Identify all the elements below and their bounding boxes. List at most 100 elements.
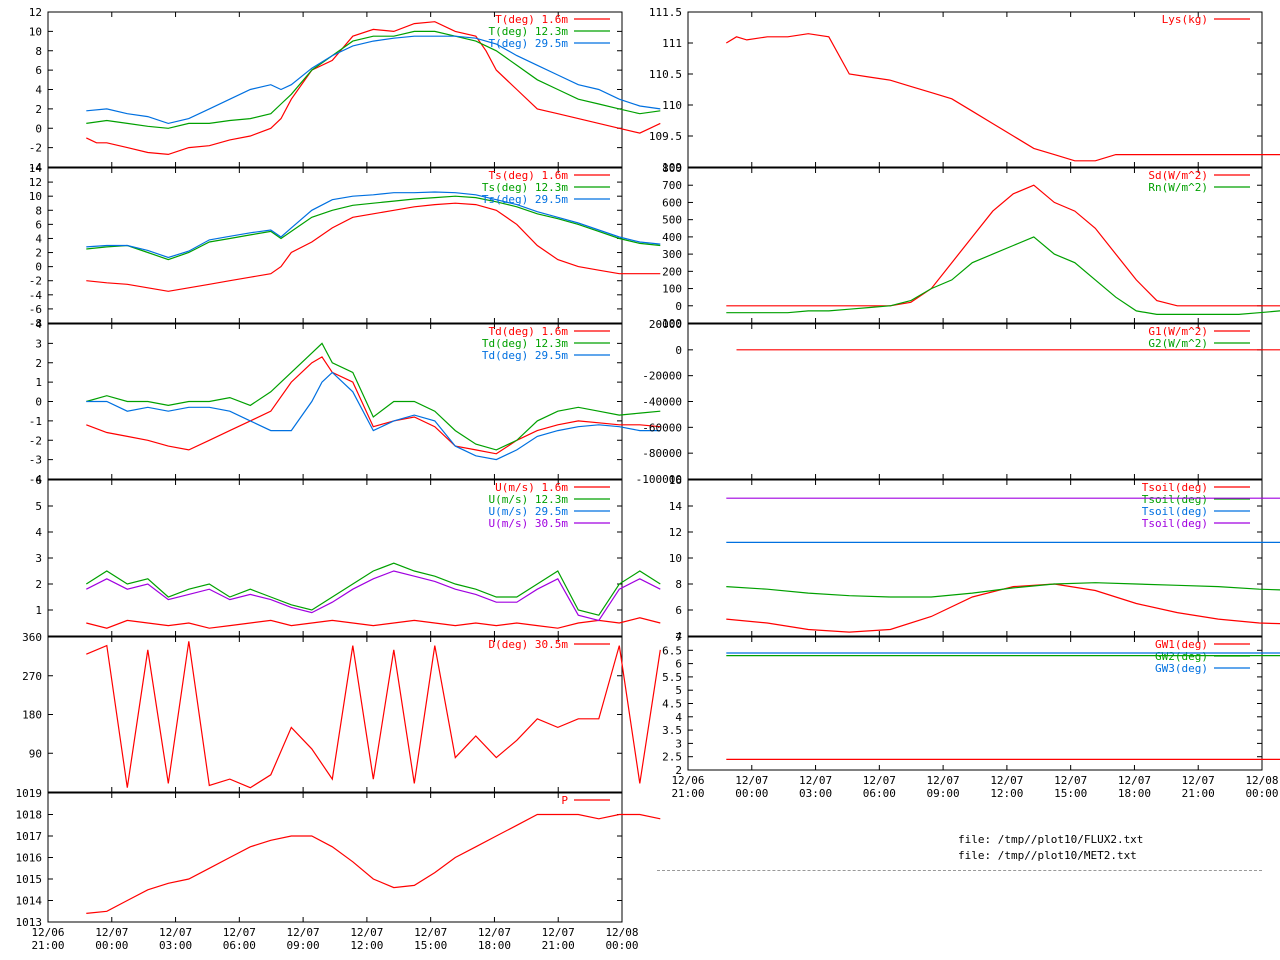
x-tick-label-date: 12/07 — [863, 774, 896, 787]
x-tick-label-date: 12/08 — [1245, 774, 1278, 787]
legend-label: Rn(W/m^2) — [1148, 181, 1208, 194]
y-tick-label: 200 — [662, 265, 682, 278]
legend-label: Td(deg) 1.6m — [489, 325, 569, 338]
plot-frame-pressure — [47, 792, 623, 923]
series-line-dewpoint — [86, 342, 661, 451]
series-line-soil-temperature — [726, 582, 1280, 598]
x-tick-label-time: 18:00 — [1118, 787, 1151, 800]
legend-label: G1(W/m^2) — [1148, 325, 1208, 338]
legend-label: GW1(deg) — [1155, 638, 1208, 651]
y-tick-label: 110.5 — [649, 68, 682, 81]
series-line-wind-speed — [86, 570, 661, 622]
x-tick-label-date: 12/07 — [1182, 774, 1215, 787]
x-tick-label-date: 12/07 — [414, 926, 447, 939]
x-tick-label-date: 12/07 — [350, 926, 383, 939]
y-tick-label: -80000 — [642, 447, 682, 460]
y-tick-label: 800 — [662, 162, 682, 175]
y-tick-label: 16 — [669, 474, 682, 487]
x-tick-label-date: 12/07 — [287, 926, 320, 939]
y-tick-label: 180 — [22, 709, 42, 722]
y-tick-label: 12 — [669, 526, 682, 539]
y-tick-label: 1 — [35, 376, 42, 389]
plot-frame-radiation — [687, 167, 1263, 324]
plot-frame-load — [687, 11, 1263, 168]
y-tick-label: 3 — [35, 337, 42, 350]
y-tick-label: 6.5 — [662, 644, 682, 657]
y-tick-label: 100 — [662, 283, 682, 296]
y-tick-label: 4 — [35, 318, 42, 331]
y-tick-label: 0 — [35, 122, 42, 135]
y-tick-label: 109.5 — [649, 130, 682, 143]
y-tick-label: 4 — [35, 526, 42, 539]
x-tick-label-time: 21:00 — [1182, 787, 1215, 800]
legend-label: Sd(W/m^2) — [1148, 169, 1208, 182]
x-tick-label-date: 12/07 — [799, 774, 832, 787]
legend-label: Ts(deg) 1.6m — [489, 169, 569, 182]
legend-label: Ts(deg) 12.3m — [482, 181, 568, 194]
legend-label: Td(deg) 29.5m — [482, 349, 568, 362]
y-tick-label: 0 — [35, 261, 42, 274]
x-tick-label-date: 12/08 — [605, 926, 638, 939]
y-tick-label: 4 — [35, 232, 42, 245]
y-tick-label: 1015 — [16, 873, 43, 886]
y-tick-label: 1016 — [16, 852, 43, 865]
y-tick-label: 3.5 — [662, 724, 682, 737]
series-line-dewpoint — [86, 356, 661, 455]
x-tick-label-time: 06:00 — [223, 939, 256, 952]
legend-label: U(m/s) 12.3m — [489, 493, 569, 506]
y-tick-label: -2 — [29, 142, 42, 155]
series-line-radiation — [726, 184, 1280, 307]
y-tick-label: -2 — [29, 434, 42, 447]
y-tick-label: -4 — [29, 289, 43, 302]
legend-label: Lys(kg) — [1162, 13, 1208, 26]
footer-file-1: file: /tmp//plot10/FLUX2.txt — [958, 833, 1144, 846]
legend-label: Ts(deg) 29.5m — [482, 193, 568, 206]
y-tick-label: 8 — [35, 204, 42, 217]
x-tick-label-time: 09:00 — [287, 939, 320, 952]
legend-label: GW3(deg) — [1155, 662, 1208, 675]
series-line-dewpoint — [86, 371, 661, 461]
y-tick-label: 10 — [669, 552, 682, 565]
x-tick-label-time: 03:00 — [799, 787, 832, 800]
footer-file-2: file: /tmp//plot10/MET2.txt — [958, 849, 1137, 862]
x-tick-label-date: 12/06 — [671, 774, 704, 787]
y-tick-label: -1 — [29, 415, 42, 428]
y-tick-label: 8 — [35, 45, 42, 58]
y-tick-label: 270 — [22, 670, 42, 683]
y-tick-label: 300 — [662, 248, 682, 261]
series-line-soil-temperature — [726, 583, 1280, 633]
x-tick-label-date: 12/07 — [223, 926, 256, 939]
y-tick-label: 14 — [29, 162, 43, 175]
y-tick-label: 6 — [675, 604, 682, 617]
series-line-wind-direction — [86, 641, 661, 789]
y-tick-label: 2 — [35, 103, 42, 116]
y-tick-label: -100 — [656, 317, 683, 330]
y-tick-label: 6 — [35, 64, 42, 77]
y-tick-label: -100000 — [636, 473, 682, 486]
x-tick-label-date: 12/07 — [159, 926, 192, 939]
x-tick-label-date: 12/07 — [478, 926, 511, 939]
series-line-pressure — [86, 813, 661, 914]
legend-label: T(deg) 12.3m — [489, 25, 569, 38]
x-tick-label-time: 06:00 — [863, 787, 896, 800]
series-line-surface-temperature — [86, 191, 661, 259]
separator-line — [657, 870, 1262, 871]
plot-frame-wind-direction — [47, 636, 623, 793]
y-tick-label: 500 — [662, 214, 682, 227]
y-tick-label: 90 — [29, 747, 42, 760]
y-tick-label: -8 — [29, 317, 42, 330]
series-line-air-temperature — [86, 35, 661, 125]
y-tick-label: 111 — [662, 37, 682, 50]
y-tick-label: 4 — [35, 84, 42, 97]
legend-label: Tsoil(deg) — [1142, 481, 1208, 494]
plot-frame-surface-temperature — [47, 167, 623, 324]
y-tick-label: 20000 — [649, 318, 682, 331]
legend-label: Tsoil(deg) — [1142, 493, 1208, 506]
y-tick-label: 3 — [35, 552, 42, 565]
x-tick-label-time: 00:00 — [605, 939, 638, 952]
y-tick-label: 1 — [35, 604, 42, 617]
x-tick-label-time: 03:00 — [159, 939, 192, 952]
y-tick-label: 5.5 — [662, 671, 682, 684]
y-tick-label: 5 — [35, 500, 42, 513]
x-tick-label-date: 12/07 — [1118, 774, 1151, 787]
